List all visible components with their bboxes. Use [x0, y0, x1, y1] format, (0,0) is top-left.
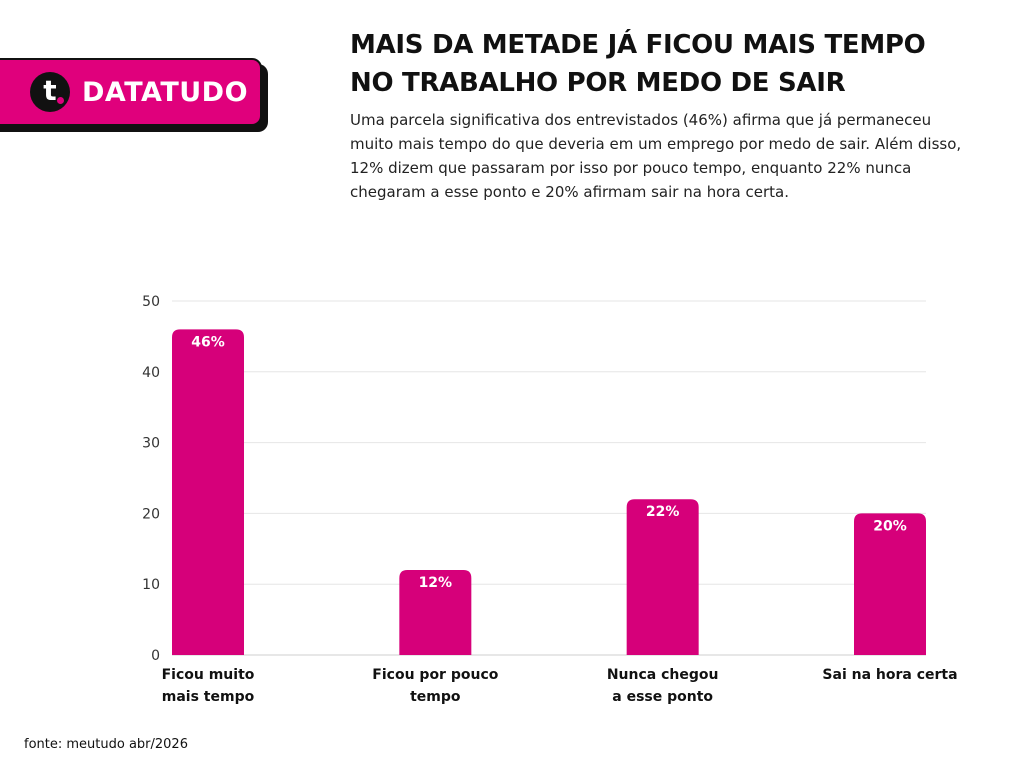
x-tick-label: Ficou por pouco — [372, 667, 498, 683]
y-tick-label: 40 — [142, 365, 160, 381]
bar — [172, 329, 244, 655]
y-tick-label: 10 — [142, 577, 160, 593]
data-label: 46% — [191, 334, 225, 350]
bar — [854, 513, 926, 655]
y-tick-label: 50 — [142, 294, 160, 310]
logo-dot-icon — [57, 97, 64, 104]
bar — [626, 499, 699, 655]
x-tick-label: a esse ponto — [612, 689, 713, 705]
title-line-2: NO TRABALHO POR MEDO DE SAIR — [350, 68, 846, 98]
x-tick-label: tempo — [410, 689, 461, 705]
y-tick-label: 30 — [142, 436, 160, 452]
data-label: 20% — [873, 518, 907, 534]
source-note: fonte: meutudo abr/2026 — [24, 737, 188, 752]
brand-logo: t DATATUDO — [0, 58, 262, 126]
chart-subtitle: Uma parcela significativa dos entrevista… — [350, 111, 962, 201]
title-line-1: MAIS DA METADE JÁ FICOU MAIS TEMPO — [350, 30, 926, 60]
data-label: 12% — [419, 575, 453, 591]
bar — [399, 570, 472, 655]
x-tick-label: Sai na hora certa — [822, 667, 957, 683]
y-tick-label: 20 — [142, 506, 160, 522]
x-tick-label: Nunca chegou — [607, 667, 719, 683]
x-tick-label: mais tempo — [162, 689, 255, 705]
logo-t-icon: t — [30, 72, 70, 112]
chart-title: MAIS DA METADE JÁ FICOU MAIS TEMPO NO TR… — [350, 26, 990, 102]
x-tick-label: Ficou muito — [162, 667, 255, 683]
brand-name: DATATUDO — [82, 77, 249, 108]
data-label: 22% — [646, 504, 680, 520]
y-tick-label: 0 — [151, 648, 160, 664]
